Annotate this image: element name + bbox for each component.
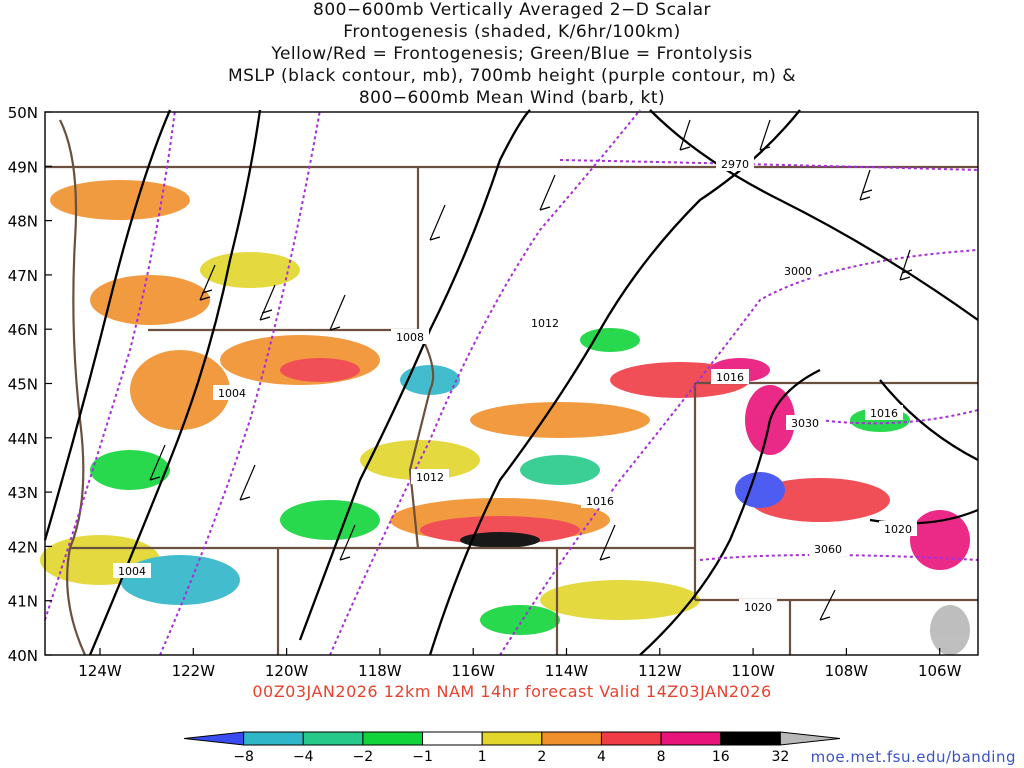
isobar-label: 1004: [118, 565, 146, 578]
isobar-label: 1008: [396, 331, 424, 344]
isobar-label: 1012: [416, 471, 444, 484]
isobar-label-box: [865, 405, 903, 420]
height-label: 3030: [791, 417, 819, 430]
latitude-axis: 50N 49N 48N 47N 46N 45N 44N 43N 42N 41N 40N: [8, 104, 52, 665]
longitude-axis: 124W 122W 120W 118W 116W 114W 112W 110W 108W 106W: [78, 648, 962, 680]
lon-tick-label: 108W: [825, 662, 869, 680]
height-label-box: [716, 156, 754, 171]
colorbar-label: −2: [353, 749, 374, 765]
isobar-label: 1016: [586, 495, 614, 508]
colorbar-swatch: [183, 731, 245, 746]
lon-tick-label: 122W: [172, 662, 216, 680]
lat-tick-label: 42N: [8, 538, 38, 556]
lat-tick-label: 45N: [8, 376, 38, 394]
colorbar-swatch: [779, 731, 841, 746]
title-line-4: MSLP (black contour, mb), 700mb height (…: [227, 66, 797, 86]
height-label-box: [786, 415, 824, 430]
wind-barbs: [149, 119, 913, 621]
lon-tick-label: 118W: [358, 662, 402, 680]
height-label: 2970: [721, 158, 749, 171]
isobar-label-box: [213, 385, 251, 400]
isobar-label: 1020: [884, 523, 912, 536]
colorbar-swatch: [660, 731, 722, 746]
height-label: 3060: [814, 543, 842, 556]
isobar-label: 1016: [716, 371, 744, 384]
isobar-label: 1012: [531, 317, 559, 330]
lon-tick-label: 124W: [78, 662, 122, 680]
colorbar-swatch: [481, 731, 543, 746]
isobar-label-box: [411, 469, 449, 484]
isobar-label-box: [581, 493, 619, 508]
colorbar-swatch: [600, 731, 662, 746]
height-label-box: [779, 263, 817, 278]
credit-link[interactable]: moe.met.fsu.edu/banding: [810, 748, 1016, 766]
frontogenesis-shading: [40, 180, 970, 655]
colorbar-label: 8: [657, 749, 666, 765]
lat-tick-label: 40N: [8, 647, 38, 665]
colorbar-label: −4: [293, 749, 314, 765]
lat-tick-label: 50N: [8, 104, 38, 122]
height-label-box: [809, 541, 847, 556]
isobar-label: 1016: [870, 407, 898, 420]
colorbar-label: −1: [412, 749, 433, 765]
lat-tick-label: 47N: [8, 267, 38, 285]
lon-tick-label: 106W: [918, 662, 962, 680]
isobar-label-box: [711, 369, 749, 384]
isobar-label: 1004: [218, 387, 246, 400]
colorbar-label: 2: [537, 749, 546, 765]
colorbar-swatch: [422, 731, 483, 746]
isobar-label: 1020: [744, 601, 772, 614]
height-label: 3000: [784, 265, 812, 278]
colorbar-label: 16: [712, 749, 730, 765]
title-line-2: Frontogenesis (shaded, K/6hr/100km): [343, 22, 681, 42]
colorbar: −8 −4 −2 −1 1 2 4 8 16 32: [183, 731, 841, 765]
colorbar-label: 1: [478, 749, 487, 765]
lat-tick-label: 46N: [8, 321, 38, 339]
lat-tick-label: 41N: [8, 593, 38, 611]
contour-labels: 1004 1008 1012 1012 1016 1016 1016 1020 1020 1004…: [113, 156, 917, 614]
colorbar-swatch: [720, 731, 781, 746]
lon-tick-label: 116W: [451, 662, 495, 680]
lon-tick-label: 112W: [638, 662, 682, 680]
lat-tick-label: 44N: [8, 430, 38, 448]
title-line-1: 800−600mb Vertically Averaged 2−D Scalar: [313, 0, 711, 20]
lat-tick-label: 43N: [8, 484, 38, 502]
colorbar-swatch: [541, 731, 602, 746]
isobar-label-box: [391, 329, 429, 344]
height-contours: [44, 109, 979, 656]
colorbar-label: 4: [597, 749, 606, 765]
colorbar-swatch: [362, 731, 424, 746]
colorbar-swatch: [243, 731, 304, 746]
isobar-label-box: [879, 521, 917, 536]
lat-tick-label: 49N: [8, 158, 38, 176]
colorbar-label: −8: [233, 749, 254, 765]
isobar-label-box: [739, 599, 777, 614]
lon-tick-label: 120W: [265, 662, 309, 680]
isobar-label-box: [113, 563, 151, 578]
isobar-label-box: [526, 315, 564, 330]
title-line-3: Yellow/Red = Frontogenesis; Green/Blue =…: [271, 44, 753, 64]
colorbar-label: 32: [771, 749, 789, 765]
lon-tick-label: 114W: [545, 662, 589, 680]
forecast-valid-time: 00Z03JAN2026 12km NAM 14hr forecast Vali…: [252, 682, 772, 701]
colorbar-swatch: [302, 731, 364, 746]
title-line-5: 800−600mb Mean Wind (barb, kt): [358, 88, 666, 108]
lon-tick-label: 110W: [731, 662, 775, 680]
lat-tick-label: 48N: [8, 213, 38, 231]
